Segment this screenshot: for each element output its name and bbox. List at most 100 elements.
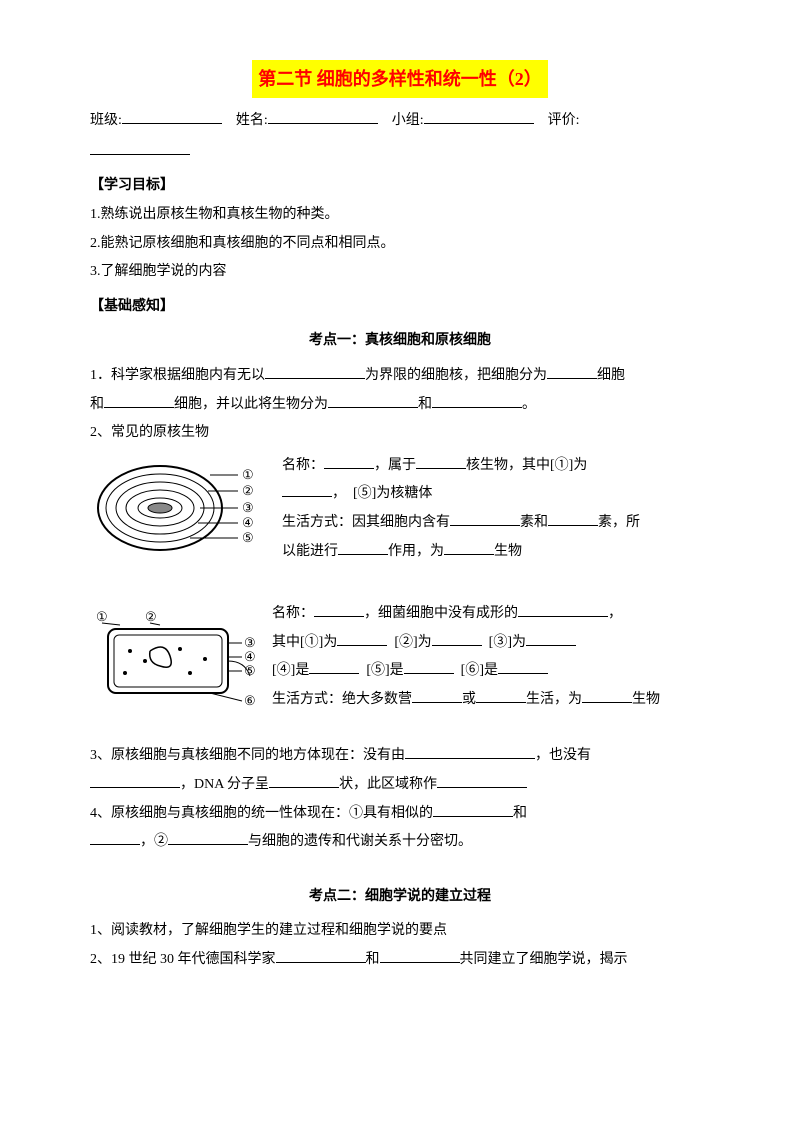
- goals-heading: 【学习目标】: [90, 173, 710, 200]
- bact-text: 名称：，细菌细胞中没有成形的， 其中[①]为 [②]为 [③]为 [④]是 [⑤…: [272, 601, 710, 715]
- class-blank[interactable]: [122, 109, 222, 124]
- p3-line1: 3、原核细胞与真核细胞不同的地方体现在：没有由 ，也没有: [90, 743, 710, 770]
- cy-l1b: ，属于: [374, 458, 416, 473]
- p1d: 和: [90, 397, 104, 412]
- cy-b1[interactable]: [324, 453, 374, 468]
- p4-b2[interactable]: [90, 830, 140, 845]
- ba-b5[interactable]: [526, 630, 576, 645]
- p3c: ，DNA 分子呈: [180, 777, 269, 792]
- ba-l1a: 名称：: [272, 606, 314, 621]
- group-label: 小组:: [392, 113, 424, 128]
- goal-3: 3.了解细胞学说的内容: [90, 259, 710, 286]
- p4-b1[interactable]: [433, 801, 513, 816]
- cy-b5[interactable]: [548, 511, 598, 526]
- title-wrap: 第二节 细胞的多样性和统一性（2）: [90, 60, 710, 98]
- p3-b2[interactable]: [90, 773, 180, 788]
- cyano-row: ① ② ③ ④ ⑤ 名称： ，属于 核生物，其中[①]为 ， [⑤]为核糖体 生活方…: [90, 453, 710, 567]
- p1-blank5[interactable]: [432, 392, 522, 407]
- class-label: 班级:: [90, 113, 122, 128]
- p6-b2[interactable]: [380, 948, 460, 963]
- p4b: 和: [513, 806, 527, 821]
- p2: 2、常见的原核生物: [90, 420, 710, 447]
- p1-blank4[interactable]: [328, 392, 418, 407]
- svg-text:④: ④: [242, 515, 254, 530]
- ba-b8[interactable]: [498, 659, 548, 674]
- svg-text:①: ①: [96, 609, 108, 624]
- cy-b3[interactable]: [282, 482, 332, 497]
- bacteria-diagram: ① ② ③ ④ ⑤ ⑥: [90, 601, 260, 711]
- cy-b4[interactable]: [450, 511, 520, 526]
- cy-l4a: 以能进行: [282, 544, 338, 559]
- p3b: ，也没有: [535, 748, 591, 763]
- p4-b3[interactable]: [168, 830, 248, 845]
- p3d: 状，此区域称作: [339, 777, 437, 792]
- p3-b1[interactable]: [405, 744, 535, 759]
- svg-text:⑥: ⑥: [244, 693, 256, 708]
- eval-blank[interactable]: [90, 139, 190, 154]
- ba-b1[interactable]: [314, 602, 364, 617]
- svg-text:③: ③: [242, 500, 254, 515]
- ba-b9[interactable]: [412, 687, 462, 702]
- ba-b7[interactable]: [404, 659, 454, 674]
- p6b: 和: [366, 952, 380, 967]
- name-blank[interactable]: [268, 109, 378, 124]
- cy-l1a: 名称：: [282, 458, 324, 473]
- ba-l4b: 或: [462, 692, 476, 707]
- p1-blank3[interactable]: [104, 392, 174, 407]
- cy-l3a: 生活方式：因其细胞内含有: [282, 515, 450, 530]
- ba-l3b: [⑤]是: [366, 663, 403, 678]
- ba-b3[interactable]: [337, 630, 387, 645]
- ba-l4a: 生活方式：绝大多数营: [272, 692, 412, 707]
- p4a: 4、原核细胞与真核细胞的统一性体现在：①具有相似的: [90, 806, 433, 821]
- ba-l1b: ，细菌细胞中没有成形的: [364, 606, 518, 621]
- svg-text:①: ①: [242, 467, 254, 482]
- p6-b1[interactable]: [276, 948, 366, 963]
- svg-text:③: ③: [244, 635, 256, 650]
- p3-b4[interactable]: [437, 773, 527, 788]
- cy-l3b: 素和: [520, 515, 548, 530]
- ba-b4[interactable]: [432, 630, 482, 645]
- p1b: 为界限的细胞核，把细胞分为: [365, 368, 547, 383]
- group-blank[interactable]: [424, 109, 534, 124]
- cy-l2b: [⑤]为核糖体: [353, 486, 432, 501]
- svg-text:④: ④: [244, 649, 256, 664]
- ba-l4d: 生物: [632, 692, 660, 707]
- cy-l1c: 核生物，其中[①]为: [466, 458, 587, 473]
- kp1-heading: 考点一：真核细胞和原核细胞: [90, 328, 710, 355]
- svg-text:②: ②: [145, 609, 157, 624]
- name-label: 姓名:: [236, 113, 268, 128]
- eval-label: 评价:: [548, 113, 580, 128]
- cy-b7[interactable]: [444, 539, 494, 554]
- p1-line2: 和细胞，并以此将生物分为和。: [90, 392, 710, 419]
- p1-line1: 1．科学家根据细胞内有无以为界限的细胞核，把细胞分为细胞: [90, 363, 710, 390]
- p3a: 3、原核细胞与真核细胞不同的地方体现在：没有由: [90, 748, 405, 763]
- p1-blank2[interactable]: [547, 364, 597, 379]
- ba-b10[interactable]: [476, 687, 526, 702]
- kp2-heading: 考点二：细胞学说的建立过程: [90, 884, 710, 911]
- p6a: 2、19 世纪 30 年代德国科学家: [90, 952, 276, 967]
- goal-2: 2.能熟记原核细胞和真核细胞的不同点和相同点。: [90, 231, 710, 258]
- cyano-text: 名称： ，属于 核生物，其中[①]为 ， [⑤]为核糖体 生活方式：因其细胞内含有 素…: [282, 453, 710, 567]
- p3-b3[interactable]: [269, 773, 339, 788]
- goal-1: 1.熟练说出原核生物和真核生物的种类。: [90, 202, 710, 229]
- p3-line2: ，DNA 分子呈 状，此区域称作: [90, 772, 710, 799]
- ba-l2c: [③]为: [489, 635, 526, 650]
- ba-b6[interactable]: [309, 659, 359, 674]
- p6c: 共同建立了细胞学说，揭示: [460, 952, 628, 967]
- ba-l4c: 生活，为: [526, 692, 582, 707]
- cyano-diagram: ① ② ③ ④ ⑤: [90, 453, 270, 563]
- p1c: 细胞: [597, 368, 625, 383]
- ba-l2b: [②]为: [394, 635, 431, 650]
- basic-heading: 【基础感知】: [90, 294, 710, 321]
- cy-l2a: ，: [332, 486, 346, 501]
- ba-b11[interactable]: [582, 687, 632, 702]
- cy-b6[interactable]: [338, 539, 388, 554]
- ba-b2[interactable]: [518, 602, 608, 617]
- p1-blank1[interactable]: [265, 364, 365, 379]
- p4d: 与细胞的遗传和代谢关系十分密切。: [248, 834, 472, 849]
- p1f: 和: [418, 397, 432, 412]
- p6: 2、19 世纪 30 年代德国科学家 和 共同建立了细胞学说，揭示: [90, 947, 710, 974]
- cy-b2[interactable]: [416, 453, 466, 468]
- p4-line1: 4、原核细胞与真核细胞的统一性体现在：①具有相似的 和: [90, 801, 710, 828]
- bact-row: ① ② ③ ④ ⑤ ⑥ 名称：，细菌细胞中没有成形的， 其中[①]为 [②]为 …: [90, 601, 710, 715]
